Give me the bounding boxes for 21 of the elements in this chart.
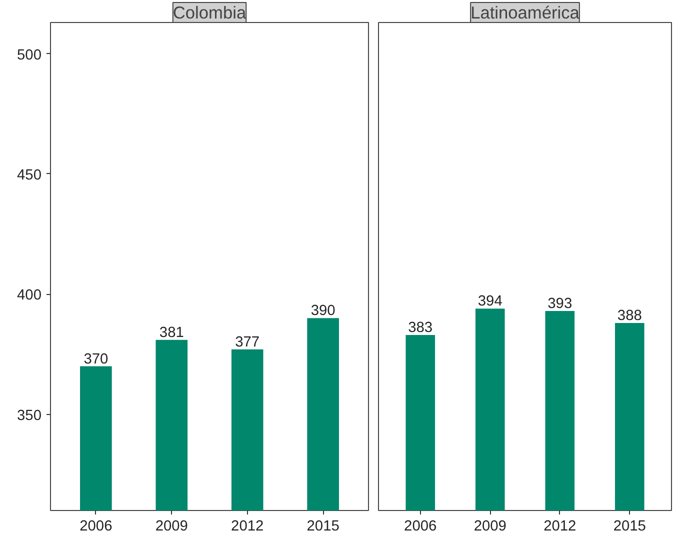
x-tick-label: 2009 bbox=[474, 518, 506, 534]
y-tick-label: 450 bbox=[17, 167, 42, 184]
x-tick-label: 2015 bbox=[306, 518, 340, 534]
y-tick-label: 400 bbox=[17, 288, 42, 304]
data-label: 388 bbox=[617, 308, 642, 324]
data-label: 394 bbox=[478, 294, 502, 310]
y-tick-label: 350 bbox=[17, 408, 42, 424]
x-tick-label: 2012 bbox=[231, 518, 264, 534]
data-label: 381 bbox=[159, 324, 184, 341]
data-label: 390 bbox=[310, 303, 336, 320]
x-tick-label: 2009 bbox=[155, 518, 188, 534]
x-tick-label: 2015 bbox=[613, 518, 646, 534]
data-label: 377 bbox=[235, 334, 260, 350]
data-label: 370 bbox=[84, 351, 108, 368]
x-tick-label: 2006 bbox=[80, 518, 112, 534]
y-tick-label: 500 bbox=[17, 47, 42, 64]
data-label: 393 bbox=[548, 296, 572, 312]
x-tick-label: 2012 bbox=[544, 518, 576, 534]
chart-title: Latinoamérica bbox=[470, 2, 580, 22]
x-tick-label: 2006 bbox=[404, 518, 437, 534]
data-label: 383 bbox=[408, 320, 433, 336]
